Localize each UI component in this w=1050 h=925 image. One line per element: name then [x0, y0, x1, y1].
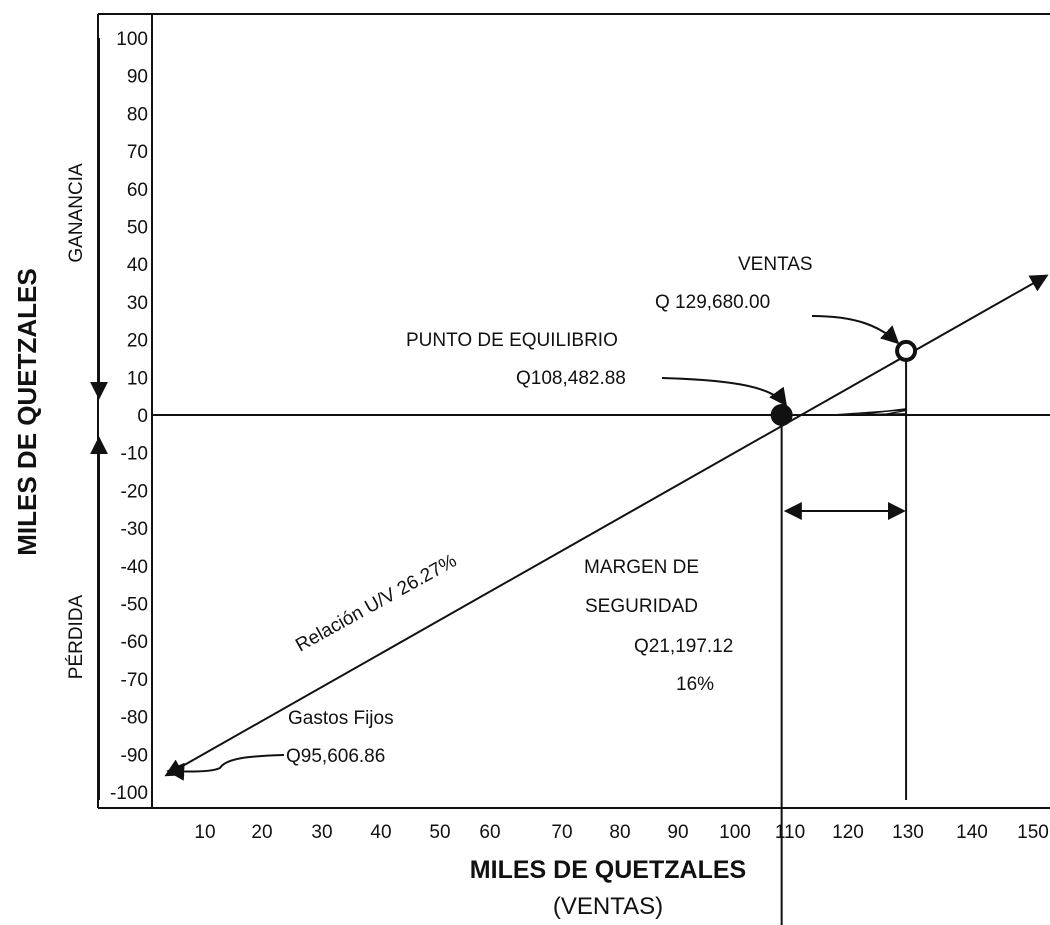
y-tick-label: -20 [121, 481, 148, 502]
x-tick-label: 20 [251, 822, 272, 843]
y-tick-label: -40 [121, 557, 148, 578]
margin-title-line1: MARGEN DE [584, 557, 699, 578]
margin-percent: 16% [676, 674, 714, 695]
x-tick-label: 10 [194, 822, 215, 843]
sales-title: VENTAS [738, 254, 813, 275]
y-tick-label: 70 [127, 142, 148, 163]
y-tick-label: 10 [127, 368, 148, 389]
fixed-costs-leader-arrow [166, 754, 285, 781]
y-tick-label: -30 [121, 519, 148, 540]
x-tick-label: 100 [719, 822, 751, 843]
y-tick-label: 40 [127, 255, 148, 276]
y-tick-label: -100 [110, 783, 148, 804]
margin-value: Q21,197.12 [634, 636, 733, 657]
y-tick-label: -90 [121, 745, 148, 766]
x-axis-title: MILES DE QUETZALES [470, 856, 746, 884]
x-tick-label: 120 [832, 822, 864, 843]
y-tick-label: -10 [121, 444, 148, 465]
y-tick-label: 0 [137, 406, 148, 427]
loss-region-label: PÉRDIDA [66, 594, 87, 679]
sales-value: Q 129,680.00 [655, 292, 770, 313]
y-tick-label: 20 [127, 331, 148, 352]
breakeven-value: Q108,482.88 [516, 368, 626, 389]
x-tick-label: 110 [775, 822, 805, 843]
y-tick-label: -70 [121, 670, 148, 691]
x-tick-label: 90 [667, 822, 688, 843]
x-tick-label: 50 [429, 822, 450, 843]
y-tick-label: -80 [121, 708, 148, 729]
y-axis-title: MILES DE QUETZALES [12, 268, 42, 555]
line-relation-label: Relación U/V 26.27% [292, 550, 460, 656]
breakeven-leader-arrow [661, 377, 788, 407]
breakeven-point [770, 404, 793, 426]
x-tick-label: 70 [551, 822, 572, 843]
margin-title-line2: SEGURIDAD [585, 596, 698, 617]
fixed-costs-value: Q95,606.86 [286, 746, 385, 767]
x-tick-label: 130 [892, 822, 924, 843]
x-tick-label: 140 [956, 822, 988, 843]
breakeven-title: PUNTO DE EQUILIBRIO [406, 330, 618, 351]
y-tick-label: 50 [127, 218, 148, 239]
y-tick-labels: 1009080706050403020100-10-20-30-40-50-60… [110, 29, 148, 804]
fixed-costs-title: Gastos Fijos [288, 708, 394, 729]
x-tick-label: 60 [479, 822, 500, 843]
x-axis-subtitle: (VENTAS) [553, 893, 663, 920]
y-tick-label: 80 [127, 104, 148, 125]
y-tick-label: 100 [116, 29, 148, 50]
y-tick-label: 60 [127, 180, 148, 201]
y-tick-label: 30 [127, 293, 148, 314]
x-tick-label: 80 [609, 822, 630, 843]
y-tick-label: -60 [121, 632, 148, 653]
sales-leader-arrow [811, 315, 900, 345]
profit-region-label: GANANCIA [66, 163, 87, 263]
x-tick-label: 150 [1017, 822, 1049, 843]
y-tick-label: -50 [121, 595, 148, 616]
x-tick-labels: 10 20 30 40 50 60 70 80 90 100 110 120 130 140 150 [194, 822, 1048, 843]
x-tick-label: 30 [311, 822, 332, 843]
y-tick-label: 90 [127, 67, 148, 88]
x-tick-label: 40 [370, 822, 391, 843]
sales-point [895, 339, 918, 362]
